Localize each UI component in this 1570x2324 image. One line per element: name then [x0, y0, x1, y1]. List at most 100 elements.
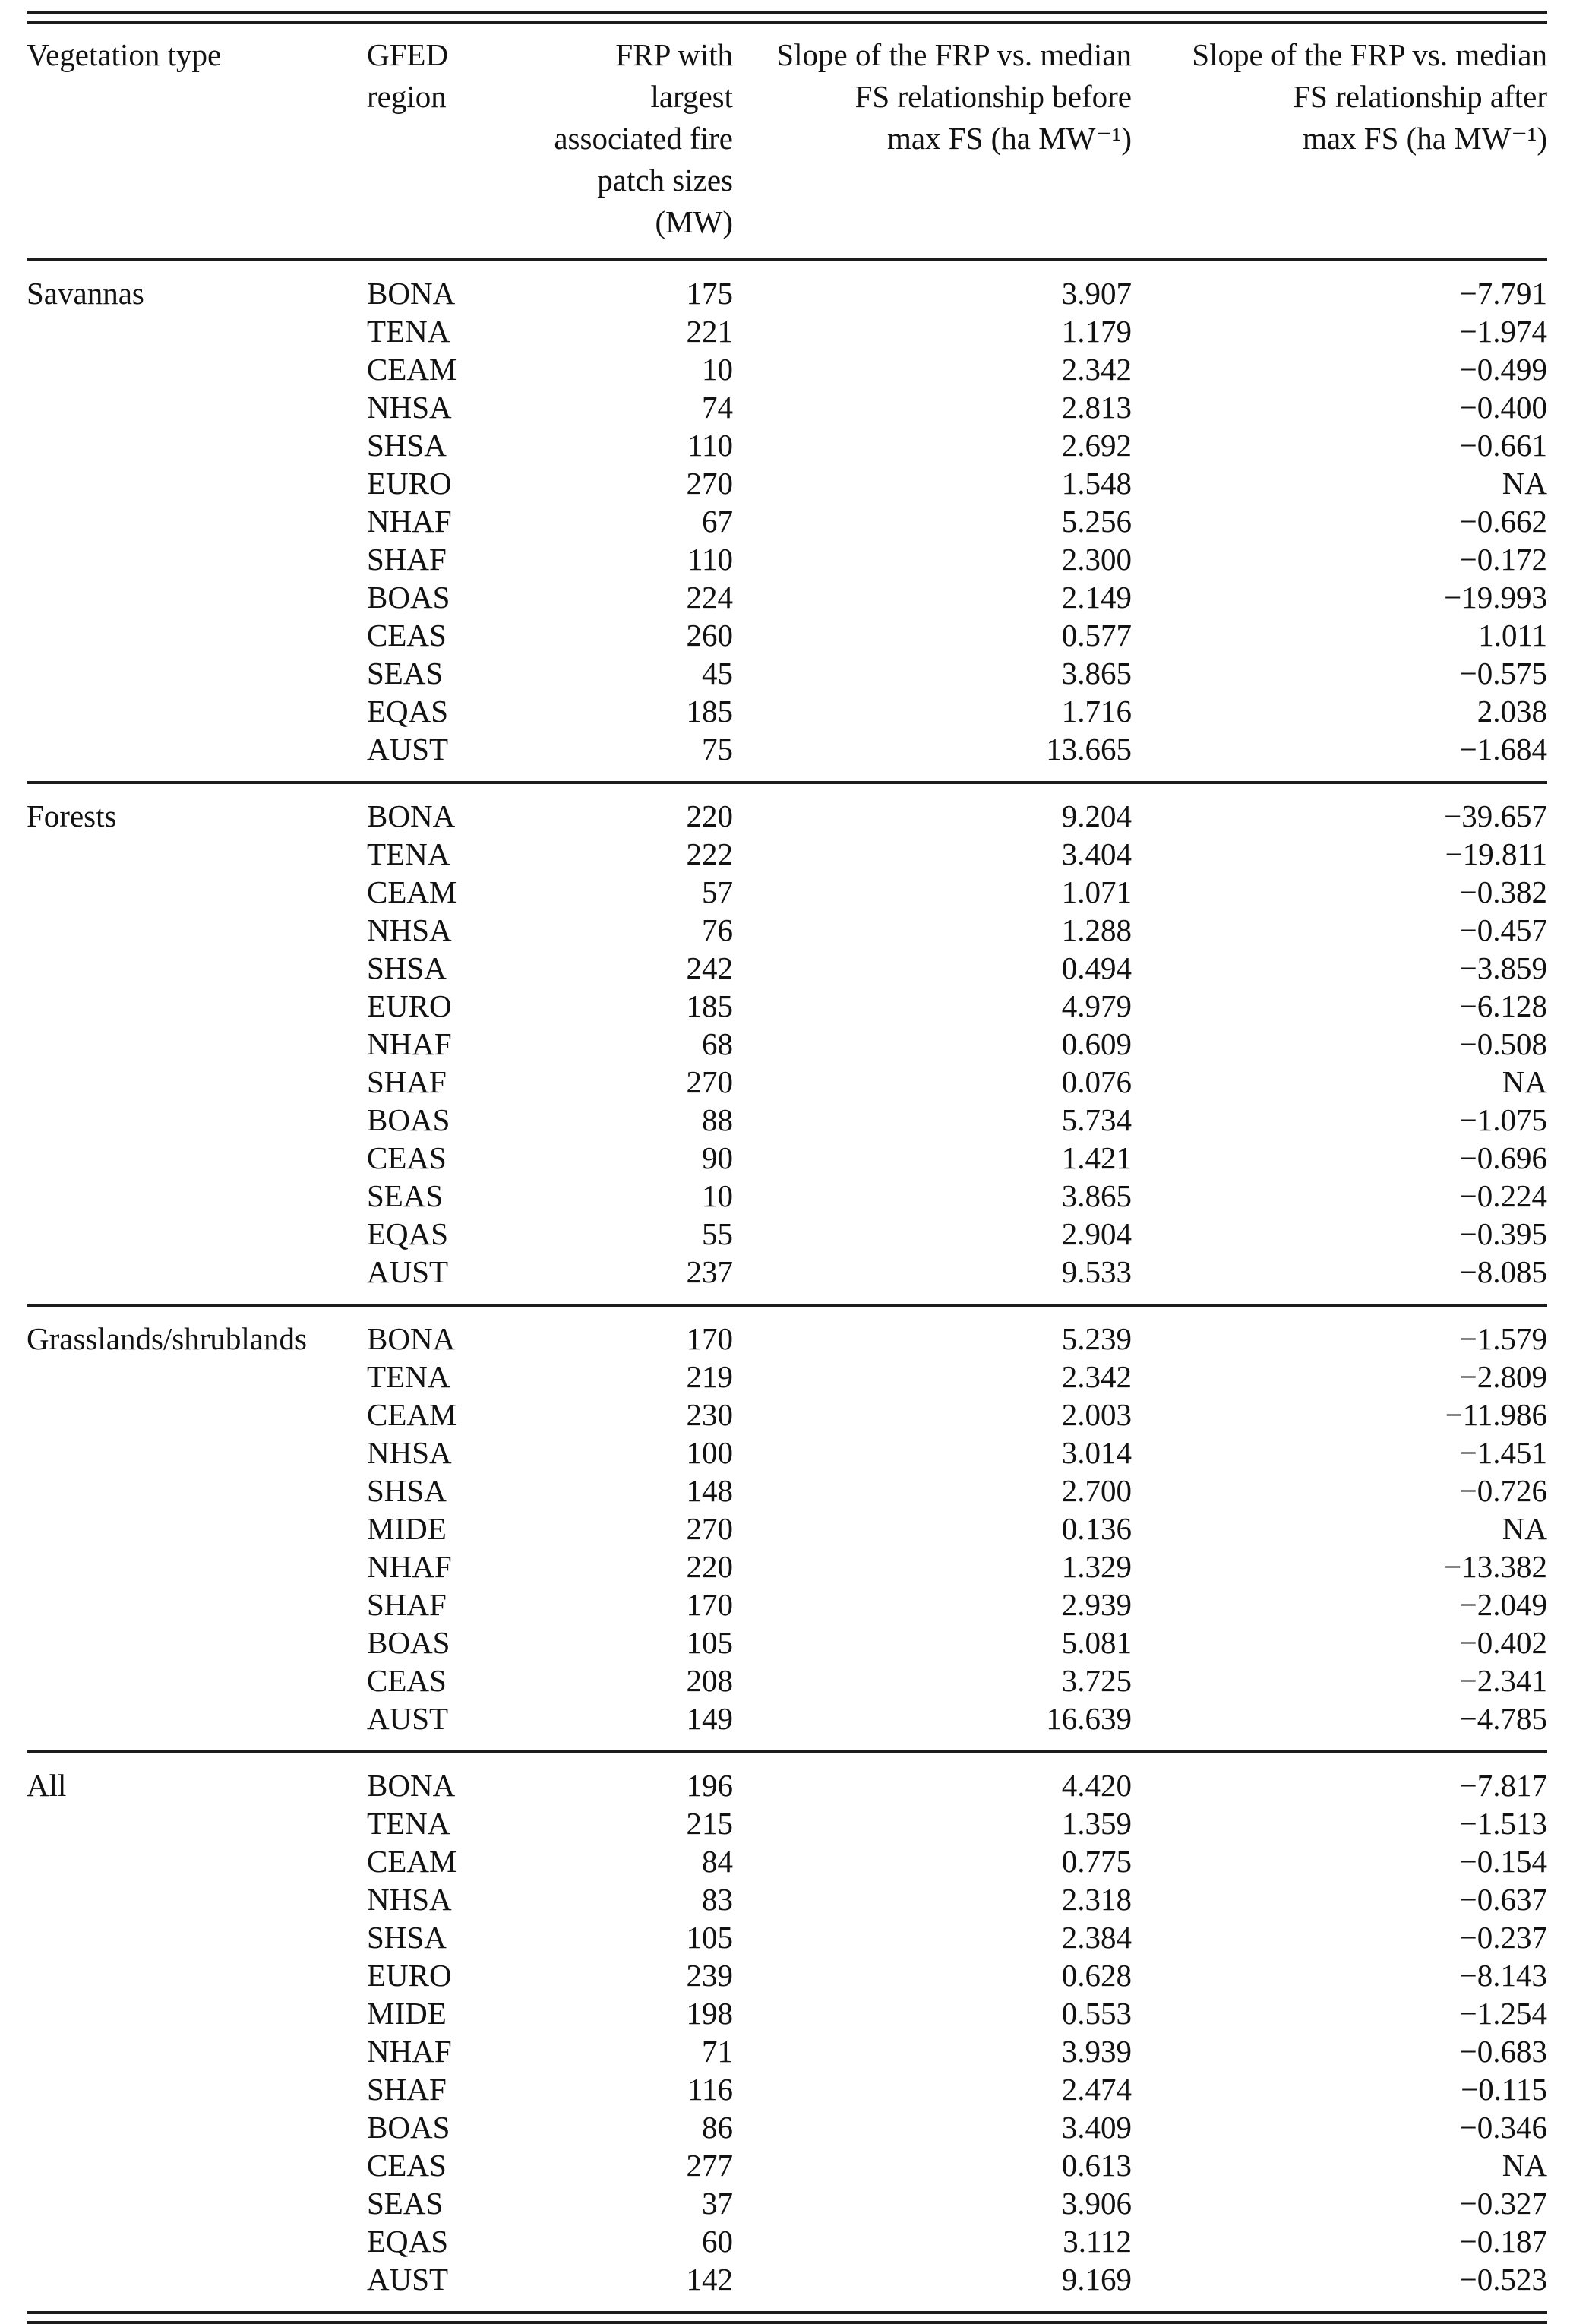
slope-after-cell: −0.187 [1459, 2224, 1547, 2259]
slope-after-cell: −2.341 [1459, 1663, 1547, 1698]
table-row: NHSA 100 3.014 −1.451 [27, 1434, 1547, 1472]
frp-cell: 100 [686, 1435, 734, 1470]
data-table: Vegetation type GFED region FRP with lar… [27, 24, 1547, 2311]
vegetation-type-empty-cell [27, 1472, 367, 1510]
gfed-region-cell: CEAS [367, 618, 447, 653]
gfed-region-cell: NHSA [367, 912, 452, 947]
vegetation-type-empty-cell [27, 1842, 367, 1880]
frp-cell: 220 [686, 1549, 734, 1584]
table-row: TENA 222 3.404 −19.811 [27, 835, 1547, 873]
slope-before-cell: 5.256 [1061, 504, 1132, 539]
slope-before-cell: 2.904 [1061, 1216, 1132, 1251]
table-row: AUST 75 13.665 −1.684 [27, 730, 1547, 783]
slope-after-cell: −1.513 [1459, 1806, 1547, 1841]
table-row: TENA 215 1.359 −1.513 [27, 1804, 1547, 1842]
gfed-region-cell: BONA [367, 798, 456, 833]
slope-after-cell: −0.382 [1459, 874, 1547, 909]
table-row: SHSA 242 0.494 −3.859 [27, 949, 1547, 987]
vegetation-group: All BONA 196 4.420 −7.817 TENA 215 1.359 −1.513 C… [27, 1752, 1547, 2311]
slope-before-cell: 5.734 [1061, 1102, 1132, 1137]
frp-cell: 220 [686, 798, 734, 833]
vegetation-type-empty-cell [27, 987, 367, 1025]
frp-cell: 237 [686, 1254, 734, 1289]
slope-after-cell: −7.817 [1459, 1768, 1547, 1803]
header-slope-before-max-fs: Slope of the FRP vs. median FS relations… [733, 24, 1132, 261]
frp-cell: 45 [702, 656, 733, 691]
slope-after-cell: −0.457 [1459, 912, 1547, 947]
slope-after-cell: NA [1502, 1511, 1547, 1546]
slope-before-cell: 2.474 [1061, 2072, 1132, 2107]
vegetation-type-empty-cell [27, 949, 367, 987]
vegetation-type-empty-cell [27, 692, 367, 730]
slope-before-cell: 2.939 [1061, 1587, 1132, 1622]
frp-cell: 222 [686, 836, 734, 871]
frp-cell: 270 [686, 1511, 734, 1546]
slope-after-cell: −1.451 [1459, 1435, 1547, 1470]
slope-after-cell: −7.791 [1459, 276, 1547, 311]
vegetation-type-empty-cell [27, 388, 367, 426]
table-top-rule [27, 11, 1547, 24]
gfed-region-cell: AUST [367, 1701, 449, 1736]
slope-before-cell: 3.906 [1061, 2186, 1132, 2221]
table-row: CEAM 84 0.775 −0.154 [27, 1842, 1547, 1880]
gfed-region-cell: EURO [367, 1958, 452, 1993]
table-row: NHAF 68 0.609 −0.508 [27, 1025, 1547, 1063]
slope-before-cell: 9.533 [1061, 1254, 1132, 1289]
slope-before-cell: 4.979 [1061, 988, 1132, 1023]
table-header: Vegetation type GFED region FRP with lar… [27, 24, 1547, 261]
gfed-region-cell: CEAS [367, 1663, 447, 1698]
frp-cell: 116 [687, 2072, 733, 2107]
header-frp-largest-patch: FRP with largest associated fire patch s… [542, 24, 733, 261]
vegetation-type-empty-cell [27, 502, 367, 540]
frp-cell: 71 [702, 2034, 733, 2069]
frp-cell: 149 [686, 1701, 734, 1736]
vegetation-type-empty-cell [27, 2146, 367, 2184]
table-bottom-rule [27, 2311, 1547, 2324]
table-row: BOAS 86 3.409 −0.346 [27, 2108, 1547, 2146]
slope-after-cell: NA [1502, 2148, 1547, 2183]
frp-cell: 90 [702, 1140, 733, 1175]
vegetation-type-empty-cell [27, 2108, 367, 2146]
slope-before-cell: 1.329 [1061, 1549, 1132, 1584]
vegetation-type-empty-cell [27, 1804, 367, 1842]
slope-before-cell: 0.613 [1061, 2148, 1132, 2183]
header-slope-after-max-fs: Slope of the FRP vs. median FS relations… [1132, 24, 1547, 261]
slope-before-cell: 1.421 [1061, 1140, 1132, 1175]
table-row: SEAS 10 3.865 −0.224 [27, 1177, 1547, 1215]
slope-before-cell: 16.639 [1046, 1701, 1132, 1736]
slope-before-cell: 4.420 [1061, 1768, 1132, 1803]
frp-cell: 185 [686, 988, 734, 1023]
slope-after-cell: −0.662 [1459, 504, 1547, 539]
slope-before-cell: 2.700 [1061, 1473, 1132, 1508]
gfed-region-cell: NHSA [367, 1882, 452, 1917]
vegetation-type-empty-cell [27, 730, 367, 783]
vegetation-type-empty-cell [27, 1215, 367, 1253]
vegetation-type-empty-cell [27, 654, 367, 692]
frp-cell: 270 [686, 466, 734, 501]
gfed-region-cell: CEAM [367, 1397, 457, 1432]
gfed-region-cell: BONA [367, 1768, 456, 1803]
frp-cell: 68 [702, 1026, 733, 1061]
slope-before-cell: 0.494 [1061, 950, 1132, 985]
table-row: EURO 239 0.628 −8.143 [27, 1956, 1547, 1994]
frp-cell: 75 [702, 732, 733, 767]
header-row: Vegetation type GFED region FRP with lar… [27, 24, 1547, 261]
frp-cell: 60 [702, 2224, 733, 2259]
gfed-region-cell: SEAS [367, 1178, 444, 1213]
frp-cell: 57 [702, 874, 733, 909]
table-row: BOAS 88 5.734 −1.075 [27, 1101, 1547, 1139]
slope-after-cell: −11.986 [1445, 1397, 1547, 1432]
slope-before-cell: 2.342 [1061, 352, 1132, 387]
slope-after-cell: 2.038 [1477, 694, 1547, 729]
table-row: CEAM 10 2.342 −0.499 [27, 350, 1547, 388]
table-row: AUST 237 9.533 −8.085 [27, 1253, 1547, 1305]
frp-cell: 105 [686, 1625, 734, 1660]
slope-after-cell: −0.726 [1459, 1473, 1547, 1508]
frp-cell: 230 [686, 1397, 734, 1432]
table-row: Savannas BONA 175 3.907 −7.791 [27, 260, 1547, 312]
table-row: MIDE 198 0.553 −1.254 [27, 1994, 1547, 2032]
slope-before-cell: 13.665 [1046, 732, 1132, 767]
frp-cell: 83 [702, 1882, 733, 1917]
slope-before-cell: 1.716 [1061, 694, 1132, 729]
vegetation-type-empty-cell [27, 835, 367, 873]
